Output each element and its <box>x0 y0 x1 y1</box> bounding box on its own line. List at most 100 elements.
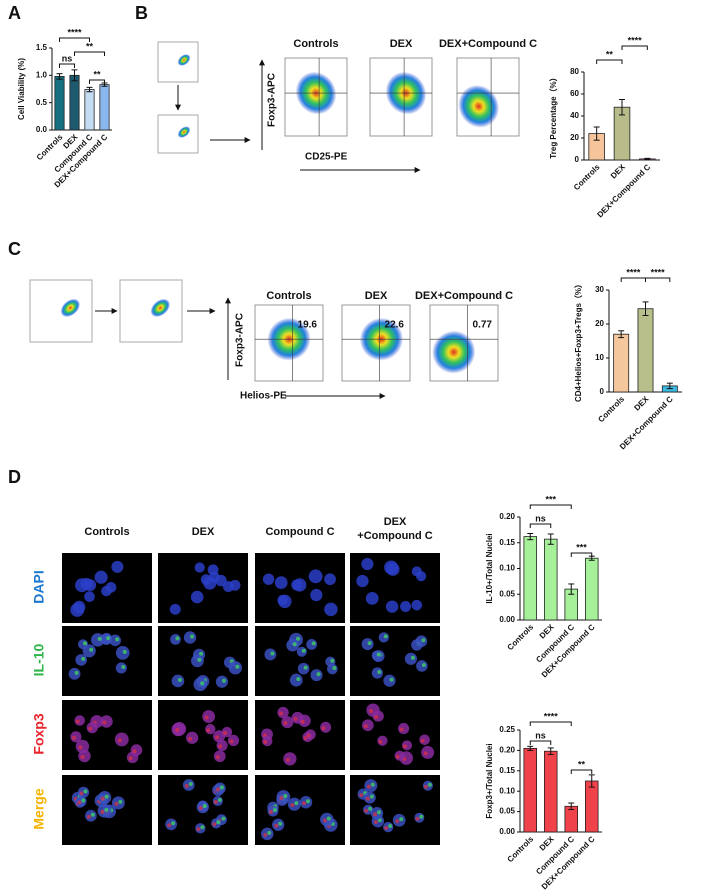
y-tick-label: 0.25 <box>499 725 515 734</box>
cell <box>385 600 399 613</box>
cell-stain <box>267 830 272 835</box>
cell-stain <box>285 757 290 762</box>
cell-stain <box>296 677 301 682</box>
cell-stain <box>188 736 193 741</box>
cell-stain <box>420 738 425 743</box>
cell-stain <box>367 641 372 646</box>
cell-stain <box>296 636 301 641</box>
cell <box>191 654 204 668</box>
cell-stain <box>167 823 172 828</box>
significance-label: ** <box>86 41 94 51</box>
y-axis-label: Treg Percentage（%） <box>548 73 558 158</box>
cell-stain <box>218 744 223 749</box>
cell <box>299 795 313 809</box>
y-tick-label: 0.20 <box>499 512 515 521</box>
cell-stain <box>104 794 109 799</box>
row-label: Merge <box>31 788 47 829</box>
significance-label: **** <box>67 27 82 37</box>
cell-stain <box>117 738 122 743</box>
plot-frame <box>254 304 324 382</box>
cell <box>262 573 275 585</box>
flow-plot <box>456 57 520 137</box>
cell-stain <box>200 681 205 686</box>
cell <box>324 573 336 586</box>
flow-title: DEX+Compound C <box>415 290 513 302</box>
significance-label: ** <box>606 49 614 59</box>
y-tick-label: 0.10 <box>499 786 515 795</box>
cell <box>289 673 303 687</box>
y-tick-label: 0.00 <box>499 827 515 836</box>
y-tick-label: 0.0 <box>36 125 48 134</box>
cell <box>202 710 216 724</box>
cell-stain <box>372 812 377 817</box>
significance-bracket <box>529 504 572 509</box>
cell-stain <box>378 739 383 744</box>
cell <box>291 579 303 591</box>
cell-stain <box>196 827 201 832</box>
cell <box>287 797 301 811</box>
y-tick-label: 40 <box>570 111 579 120</box>
cell-stain <box>365 796 370 801</box>
flow-title: DEX <box>390 38 413 50</box>
cell-stain <box>293 716 298 721</box>
cell <box>310 588 323 602</box>
cell-stain <box>274 823 279 828</box>
significance-bracket <box>570 769 593 774</box>
cell <box>298 714 311 727</box>
cell-stain <box>199 651 204 656</box>
cell <box>411 566 422 577</box>
cell <box>114 732 129 747</box>
cell <box>215 675 229 688</box>
cell-stain <box>100 809 105 814</box>
error-bar <box>547 533 554 545</box>
y-tick-label: 0 <box>600 387 605 396</box>
cell <box>68 667 81 680</box>
cell-stain <box>364 808 369 813</box>
significance-label: *** <box>545 494 556 504</box>
y-tick-label: 80 <box>570 67 579 76</box>
cell-stain <box>369 794 374 799</box>
cell-stain <box>97 636 102 641</box>
cell <box>324 602 338 617</box>
cell <box>84 591 95 602</box>
cell-stain <box>376 652 381 657</box>
cell <box>392 813 406 827</box>
cell-stain <box>215 755 220 760</box>
cell <box>320 812 334 827</box>
y-tick-label: 30 <box>595 285 604 294</box>
error-bar <box>588 774 595 788</box>
column-title: DEX <box>384 516 407 528</box>
bar <box>69 74 80 131</box>
cell <box>411 599 423 611</box>
cell-stain <box>83 789 88 794</box>
x-tick-label: Controls <box>572 162 602 192</box>
cell <box>172 722 187 736</box>
column-title: +Compound C <box>357 530 433 542</box>
cell <box>267 805 279 817</box>
cell-stain <box>421 638 426 643</box>
cell <box>361 557 374 571</box>
x-tick-label: Controls <box>506 834 536 864</box>
cell-stain <box>427 782 432 787</box>
cell-stain <box>330 658 335 663</box>
cell <box>100 715 113 728</box>
cell-stain <box>74 670 79 675</box>
gating-blob <box>177 54 191 66</box>
bar <box>564 805 579 833</box>
y-axis-label: IL-10+/Total Nuclei <box>485 533 494 603</box>
cell <box>363 791 376 804</box>
cell <box>421 745 435 759</box>
significance-label: ns <box>535 513 546 523</box>
cell <box>320 721 332 733</box>
cell <box>97 804 112 818</box>
cell-stain <box>184 784 189 789</box>
flow-y-axis: Foxp3-APC <box>235 313 246 367</box>
error-bar <box>527 532 534 541</box>
cell <box>276 790 291 804</box>
y-tick-label: 1.5 <box>36 43 48 52</box>
bar <box>584 557 599 621</box>
y-tick-label: 0.15 <box>499 766 515 775</box>
cell-stain <box>217 797 222 802</box>
cell-stain <box>190 634 195 639</box>
cell-stain <box>104 807 109 812</box>
